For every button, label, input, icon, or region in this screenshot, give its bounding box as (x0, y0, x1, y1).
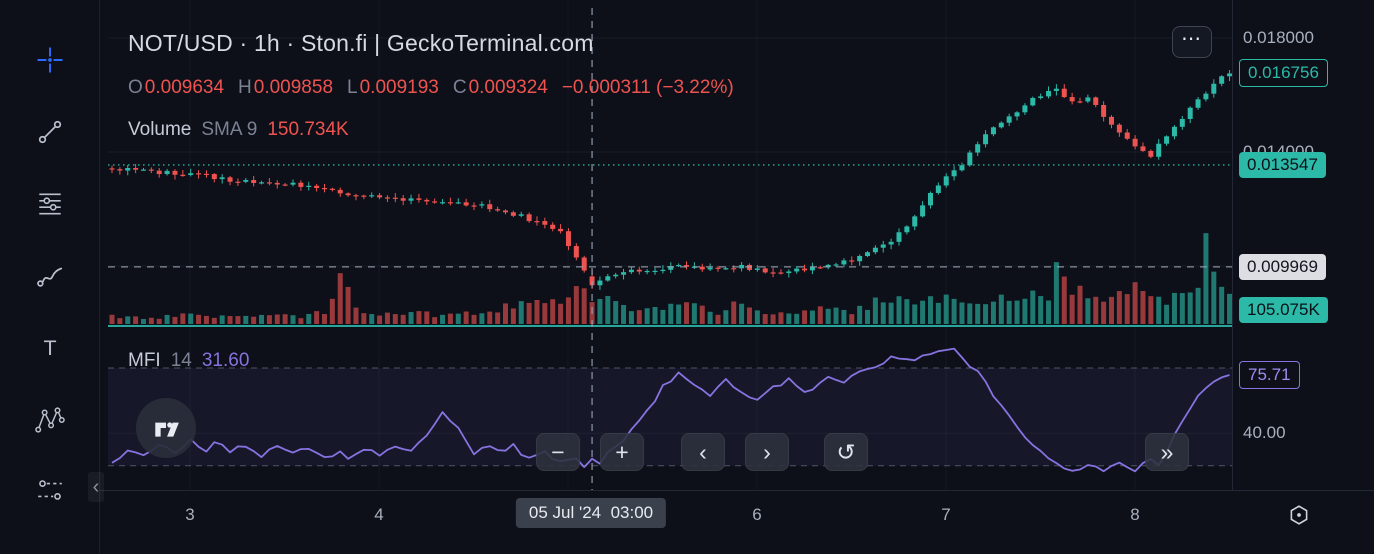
high-value: H 0.009858 (238, 77, 334, 98)
low-value: L 0.009193 (347, 77, 439, 98)
hexagon-marker-icon[interactable] (1283, 499, 1315, 531)
ellipsis-icon: ⋯ (1181, 28, 1203, 50)
mfi-label: MFI (128, 350, 161, 371)
tradingview-logo-button[interactable] (136, 398, 196, 458)
crosshair-time-badge: 05 Jul '24 03:00 (515, 498, 667, 528)
zoom-in-button[interactable]: + (600, 433, 644, 471)
prediction-icon (38, 480, 62, 500)
toolbar-collapse-button[interactable]: ‹ (88, 472, 104, 502)
reset-chart-button[interactable]: ↺ (824, 433, 868, 471)
trend-line-icon (38, 120, 62, 144)
time-axis-label: 7 (941, 505, 951, 524)
price-axis-label: 40.00 (1243, 423, 1286, 443)
mfi-length: 14 (170, 350, 192, 371)
price-axis-badge: 75.71 (1239, 360, 1300, 389)
fib-retracement-tool-button[interactable] (28, 182, 72, 226)
time-axis-divider (0, 490, 1374, 491)
time-axis-label: 4 (374, 505, 384, 524)
text-tool-glyph: T (43, 336, 56, 360)
xabcd-pattern-icon (35, 407, 65, 433)
price-axis[interactable]: 0.0180000.0167560.0140000.0135470.009969… (1233, 0, 1374, 490)
open-value: O 0.009634 (128, 77, 225, 98)
pan-right-button[interactable]: › (745, 433, 789, 471)
more-options-button[interactable]: ⋯ (1172, 26, 1212, 58)
ohlc-row[interactable]: O 0.009634 H 0.009858 L 0.009193 C 0.009324 … (128, 77, 734, 99)
mfi-indicator-row[interactable]: MFI 14 31.60 (128, 350, 249, 372)
chevron-left-icon: ‹ (699, 438, 707, 465)
text-tool-button[interactable]: T (28, 326, 72, 370)
price-axis-badge: 0.016756 (1239, 59, 1328, 88)
brush-icon (37, 267, 63, 287)
price-axis-badge: 0.009969 (1239, 253, 1326, 280)
price-axis-badge: 105.075K (1239, 297, 1328, 323)
drawing-toolbar: T (0, 0, 100, 554)
tradingview-logo-icon (155, 422, 179, 437)
trend-line-tool-button[interactable] (28, 110, 72, 154)
chart-plot[interactable] (108, 0, 1232, 490)
time-axis-label: 6 (752, 505, 762, 524)
double-chevron-right-icon: » (1160, 438, 1174, 465)
plus-icon: + (615, 438, 629, 465)
minus-icon: − (551, 438, 565, 465)
price-axis-badge: 0.013547 (1239, 151, 1326, 178)
brush-tool-button[interactable] (28, 254, 72, 298)
reset-icon: ↺ (836, 438, 856, 465)
xabcd-pattern-tool-button[interactable] (28, 398, 72, 442)
symbol-title-text: NOT/USD · 1h · Ston.fi | GeckoTerminal.c… (128, 30, 594, 56)
prediction-tool-button[interactable] (28, 468, 72, 512)
volume-sma-label: SMA 9 (201, 119, 258, 140)
symbol-title[interactable]: NOT/USD · 1h · Ston.fi | GeckoTerminal.c… (128, 30, 594, 57)
go-to-realtime-button[interactable]: » (1145, 433, 1189, 471)
crosshair-tool-button[interactable] (28, 38, 72, 82)
time-axis-label: 8 (1130, 505, 1140, 524)
mfi-value: 31.60 (201, 350, 250, 371)
zoom-out-button[interactable]: − (536, 433, 580, 471)
crosshair-icon (37, 47, 63, 73)
text-tool-icon: T (43, 336, 56, 360)
volume-sma-value: 150.734K (267, 119, 349, 140)
volume-label: Volume (128, 119, 192, 140)
price-axis-label: 0.018000 (1243, 28, 1314, 47)
price-axis-divider (1232, 0, 1233, 490)
volume-indicator-row[interactable]: Volume SMA 9 150.734K (128, 119, 349, 141)
change-value: −0.000311 (−3.22%) (561, 77, 734, 98)
close-value: C 0.009324 (452, 77, 548, 98)
chevron-right-icon: › (763, 438, 771, 465)
fib-retracement-icon (39, 193, 61, 215)
time-axis-label: 3 (185, 505, 195, 524)
time-axis[interactable]: 05 Jul '24 03:00 3 4 6 7 8 (108, 491, 1232, 554)
pan-left-button[interactable]: ‹ (681, 433, 725, 471)
